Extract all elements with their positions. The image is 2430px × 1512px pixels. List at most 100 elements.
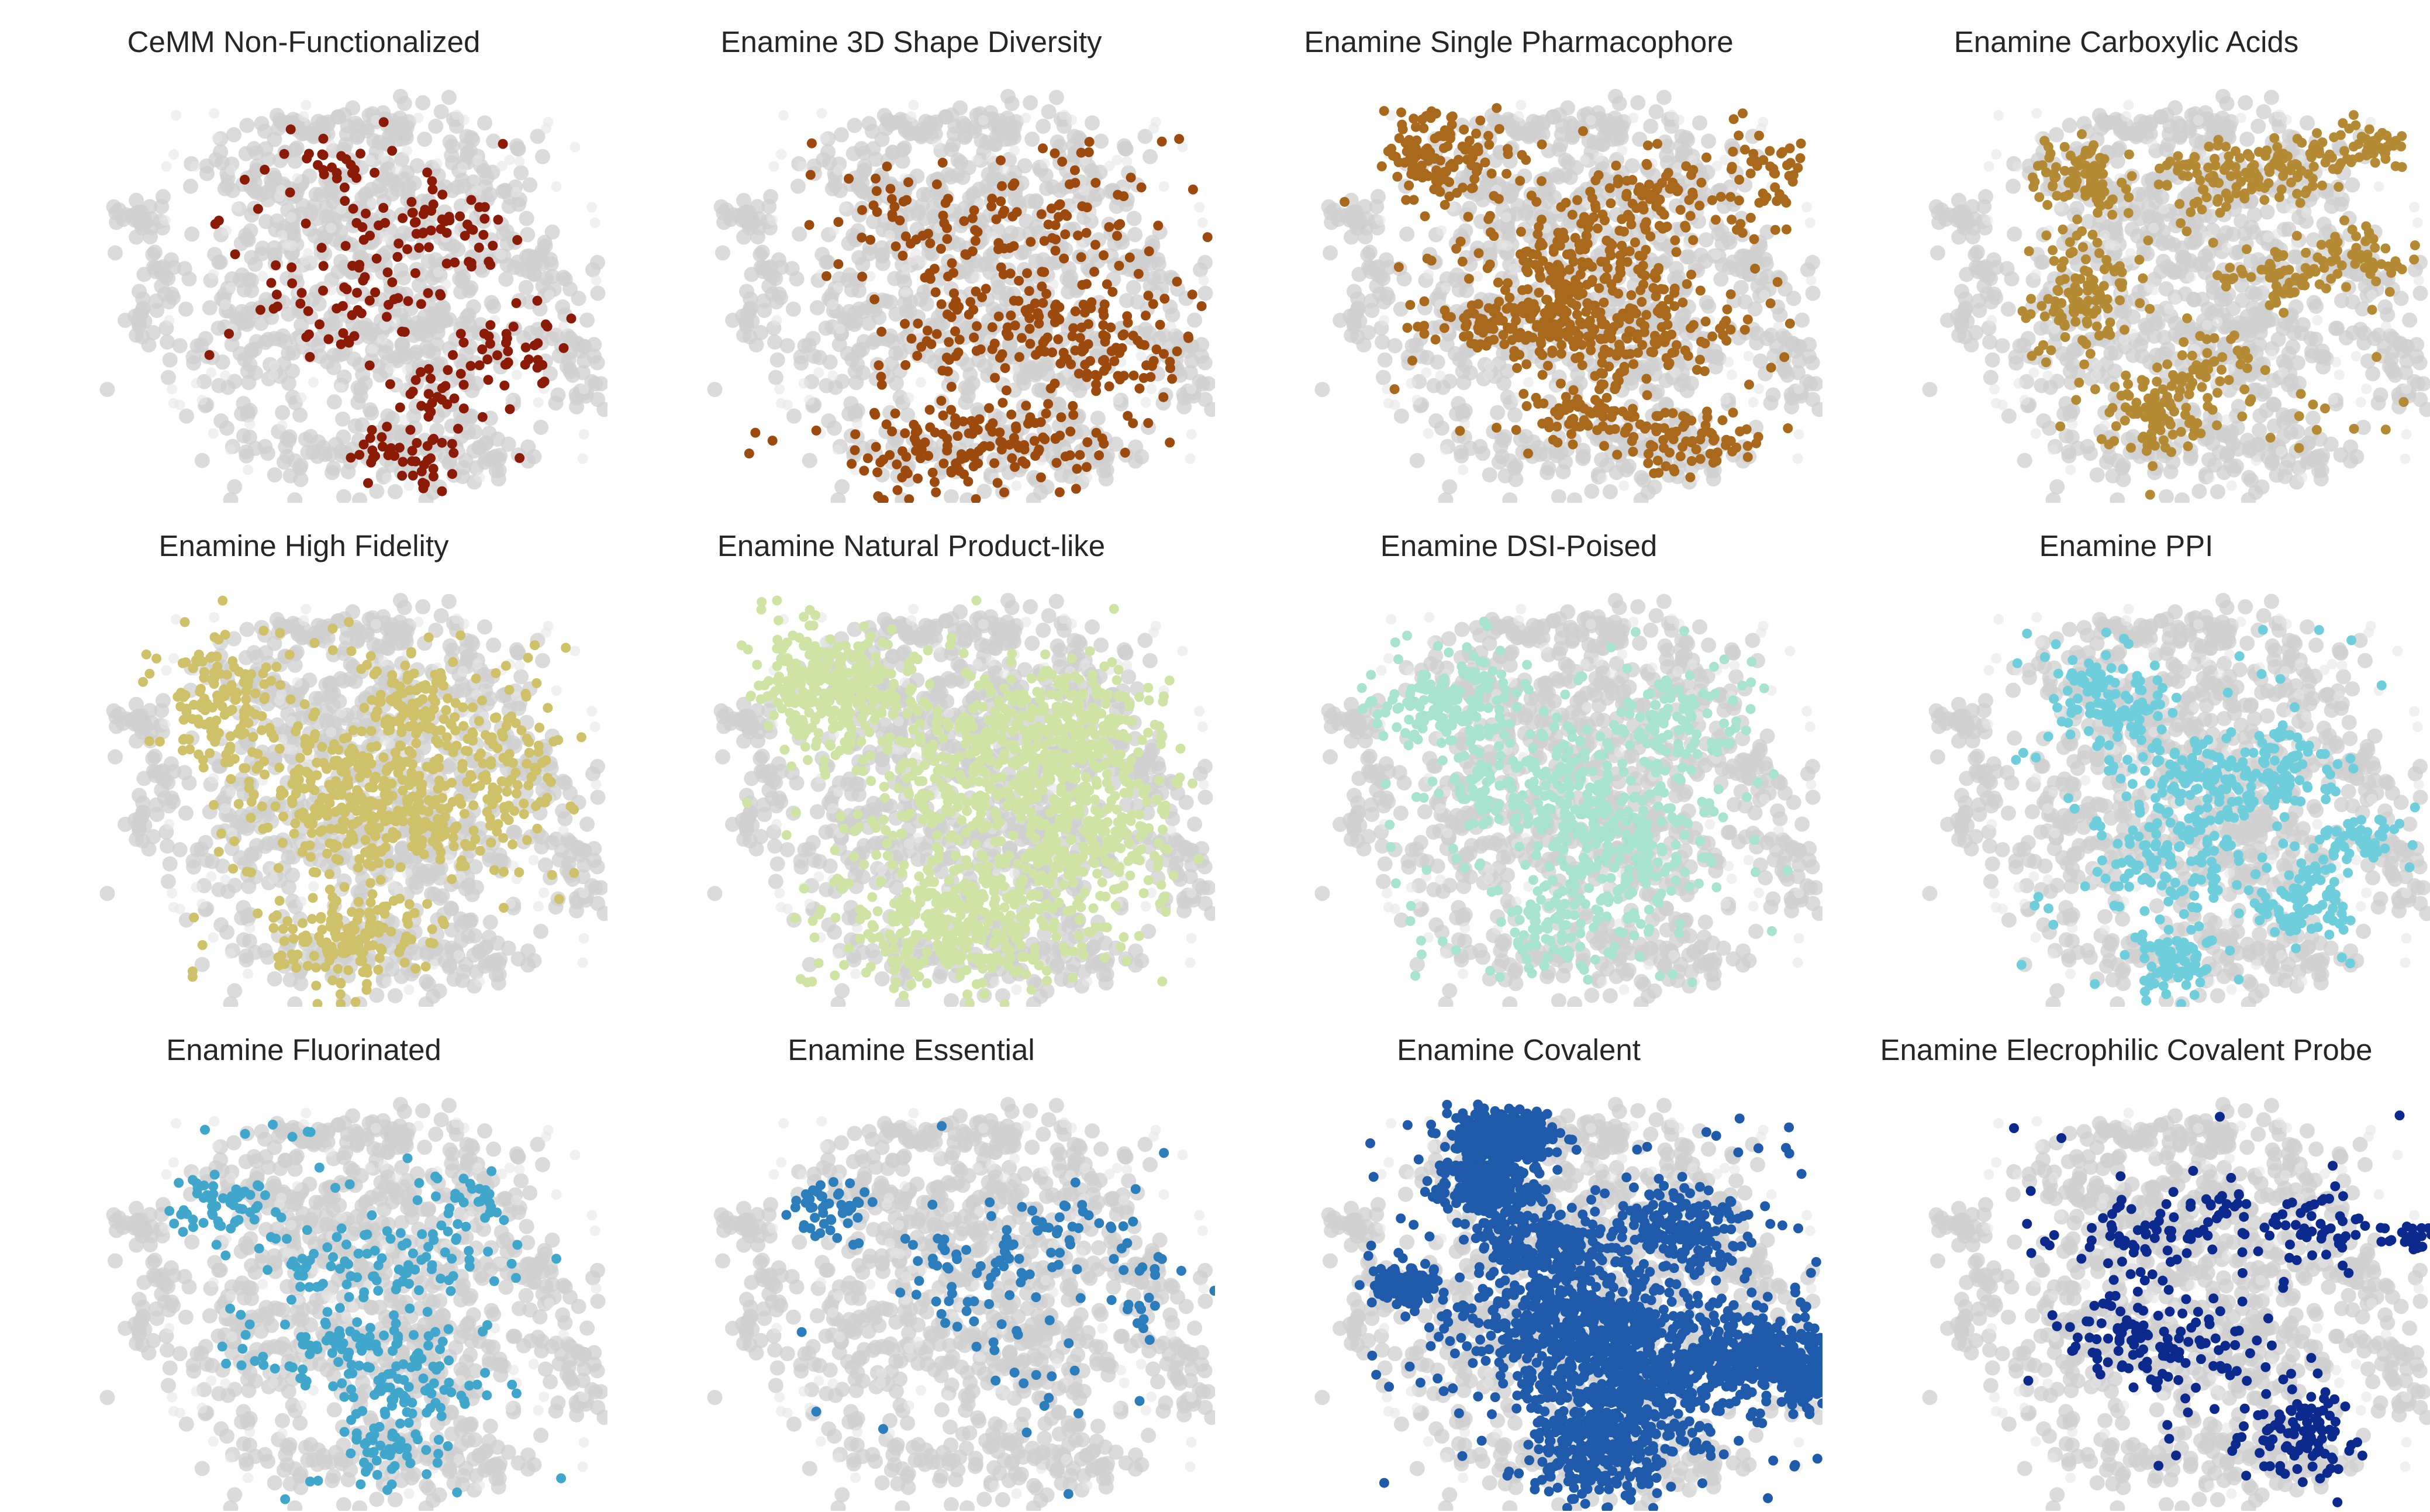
background-point	[1375, 334, 1390, 350]
background-point	[208, 269, 219, 280]
background-point	[883, 294, 899, 310]
background-point	[715, 245, 730, 261]
background-point	[839, 202, 850, 213]
background-point	[585, 262, 600, 278]
chart-panel: CeMM Non-Functionalized	[0, 0, 608, 504]
background-point	[814, 247, 830, 263]
library-point	[976, 443, 987, 453]
library-point	[857, 271, 868, 282]
library-point	[1612, 313, 1623, 323]
library-point	[1749, 234, 1759, 244]
library-point	[1047, 347, 1058, 358]
library-point	[394, 239, 404, 248]
library-point	[996, 155, 1006, 165]
library-point	[1525, 312, 1535, 323]
library-point	[1675, 451, 1686, 461]
background-point	[1135, 351, 1147, 361]
background-point	[557, 271, 573, 287]
library-point	[364, 295, 375, 306]
library-point	[1564, 403, 1575, 413]
library-point	[1689, 320, 1699, 330]
background-point	[336, 429, 351, 445]
library-point	[1486, 168, 1497, 179]
background-point	[298, 431, 313, 447]
background-point	[1100, 448, 1116, 464]
library-point	[1188, 184, 1198, 195]
background-point	[353, 381, 369, 396]
library-point	[1397, 119, 1407, 130]
background-point	[384, 457, 400, 473]
library-point	[1473, 299, 1483, 309]
background-point	[1804, 217, 1815, 228]
background-point	[496, 249, 507, 260]
library-point	[423, 364, 434, 374]
library-point	[428, 471, 439, 482]
background-point	[440, 279, 451, 290]
library-point	[929, 264, 940, 274]
library-point	[912, 351, 923, 361]
library-point	[482, 354, 493, 365]
background-point	[189, 161, 201, 172]
library-point	[1109, 356, 1120, 367]
background-point	[143, 220, 159, 236]
library-point	[805, 170, 816, 180]
background-point	[233, 236, 249, 251]
background-point	[292, 173, 303, 184]
library-point	[989, 458, 1000, 468]
library-point	[997, 349, 1007, 360]
library-point	[744, 448, 754, 459]
background-point	[1062, 367, 1074, 378]
library-point	[1419, 329, 1430, 339]
library-point	[1439, 143, 1449, 153]
library-point	[1001, 385, 1012, 396]
library-point	[901, 451, 912, 462]
background-point	[498, 271, 514, 287]
background-point	[1004, 96, 1020, 111]
library-point	[1401, 195, 1411, 205]
library-point	[1128, 418, 1138, 429]
library-point	[1112, 230, 1122, 241]
library-point	[1781, 224, 1792, 234]
background-point	[1562, 170, 1578, 185]
library-point	[1552, 422, 1562, 432]
background-point	[847, 407, 863, 423]
background-point	[888, 306, 904, 322]
background-point	[786, 408, 802, 424]
library-point	[466, 195, 477, 205]
library-point	[847, 458, 857, 469]
background-point	[889, 433, 904, 448]
library-point	[478, 230, 489, 240]
background-point	[1763, 327, 1779, 343]
background-point	[227, 374, 243, 389]
library-point	[811, 425, 821, 436]
library-point	[1007, 453, 1017, 464]
library-point	[878, 495, 889, 503]
background-point	[164, 315, 175, 326]
library-point	[1628, 359, 1639, 370]
library-point	[1038, 143, 1048, 154]
library-point	[992, 478, 1003, 488]
background-point	[1083, 163, 1099, 178]
library-point	[515, 453, 525, 463]
background-point	[1546, 109, 1561, 125]
background-point	[1483, 360, 1494, 371]
library-point	[542, 322, 553, 332]
library-point	[1483, 336, 1494, 347]
background-point	[548, 327, 564, 343]
background-point	[1089, 344, 1104, 360]
library-point	[1659, 337, 1670, 347]
library-point	[943, 194, 953, 204]
library-point	[1141, 360, 1152, 371]
library-point	[1758, 155, 1769, 165]
background-point	[1041, 104, 1057, 120]
library-point	[1534, 240, 1545, 251]
background-point	[364, 154, 375, 165]
library-point	[1123, 317, 1133, 328]
library-point	[382, 422, 392, 432]
background-point	[209, 108, 220, 119]
library-point	[1520, 334, 1531, 345]
library-point	[1498, 330, 1509, 340]
background-point	[352, 492, 368, 503]
background-point	[1500, 363, 1516, 379]
library-point	[477, 344, 488, 354]
